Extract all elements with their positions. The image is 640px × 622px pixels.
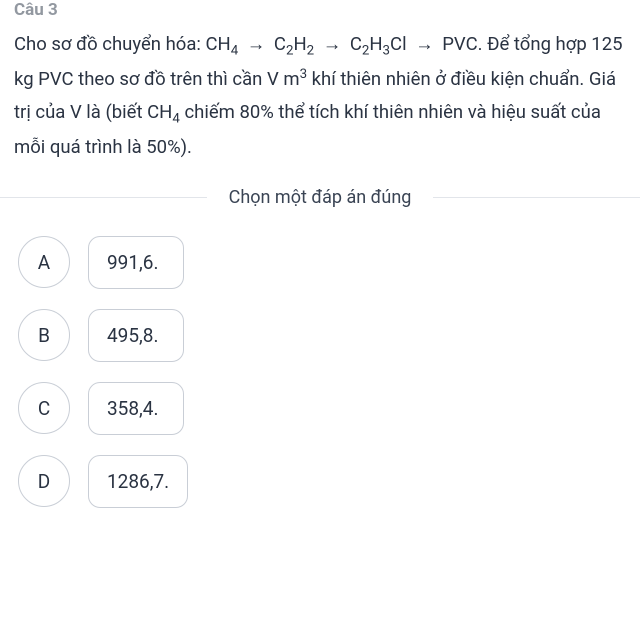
option-value: 495,8.: [88, 309, 184, 362]
option-letter: B: [18, 309, 70, 361]
body-pre: Cho sơ đồ chuyển hóa:: [14, 33, 205, 55]
question-number: Câu 3: [14, 0, 626, 20]
options-list: A 991,6. B 495,8. C 358,4. D 1286,7.: [14, 236, 626, 508]
formula-c2h3cl: C2H3Cl: [350, 33, 407, 55]
option-letter: C: [18, 382, 70, 434]
formula-ch4: CH4: [205, 33, 238, 55]
option-b[interactable]: B 495,8.: [18, 309, 626, 362]
option-value: 991,6.: [88, 236, 184, 289]
divider: Chọn một đáp án đúng: [0, 187, 640, 208]
formula-pvc: PVC.: [442, 33, 482, 55]
arrow-icon: →: [407, 33, 443, 55]
option-a[interactable]: A 991,6.: [18, 236, 626, 289]
divider-line-right: [433, 197, 640, 198]
option-letter: A: [18, 236, 70, 288]
sup-3: 3: [300, 67, 307, 82]
divider-line-left: [0, 197, 207, 198]
divider-label: Chọn một đáp án đúng: [207, 187, 434, 208]
sub-4: 4: [172, 111, 179, 126]
arrow-icon: →: [238, 33, 274, 55]
option-c[interactable]: C 358,4.: [18, 382, 626, 435]
option-letter: D: [18, 455, 70, 507]
option-d[interactable]: D 1286,7.: [18, 455, 626, 508]
arrow-icon: →: [314, 33, 350, 55]
option-value: 358,4.: [88, 382, 184, 435]
formula-c2h2: C2H2: [274, 33, 314, 55]
option-value: 1286,7.: [88, 455, 188, 508]
question-body: Cho sơ đồ chuyển hóa: CH4 → C2H2 → C2H3C…: [14, 28, 626, 163]
